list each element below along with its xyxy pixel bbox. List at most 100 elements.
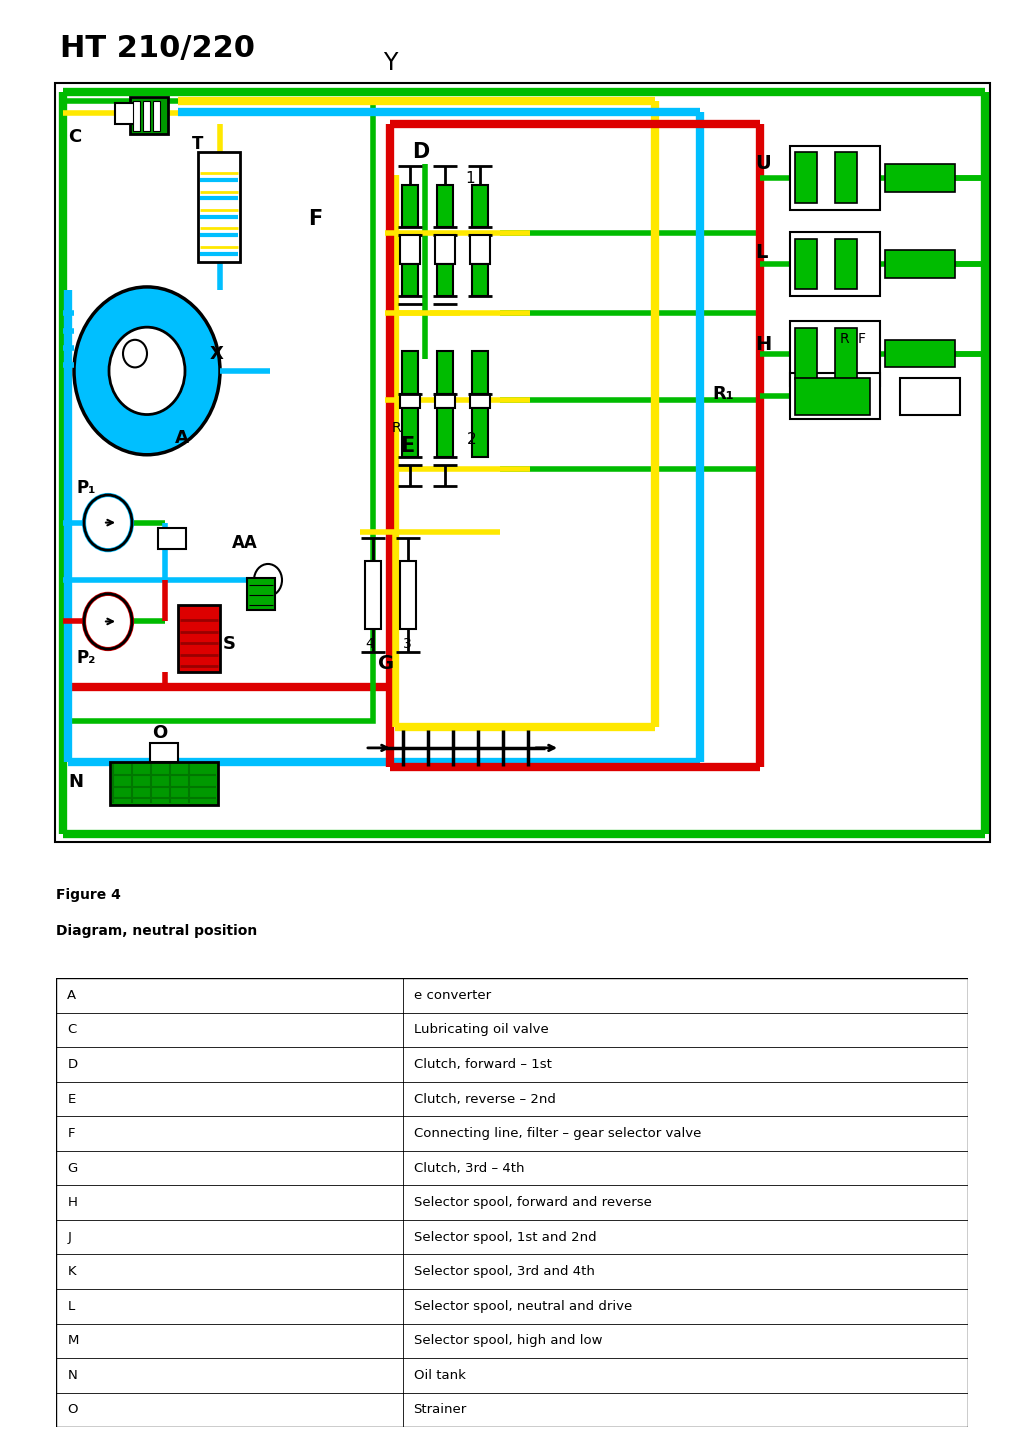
Bar xyxy=(795,378,870,414)
Bar xyxy=(885,164,955,191)
Text: F: F xyxy=(858,332,866,346)
Bar xyxy=(795,239,817,290)
Bar xyxy=(835,239,857,290)
Text: A: A xyxy=(68,988,77,1001)
Bar xyxy=(790,374,880,419)
Bar xyxy=(402,184,418,227)
Text: H: H xyxy=(755,335,771,354)
Text: S: S xyxy=(223,636,236,653)
Text: U: U xyxy=(755,155,771,174)
Text: M: M xyxy=(68,1335,79,1348)
Bar xyxy=(885,251,955,278)
Text: Diagram, neutral position: Diagram, neutral position xyxy=(56,924,258,938)
Bar xyxy=(472,184,488,227)
Text: L: L xyxy=(755,243,767,262)
Bar xyxy=(795,152,817,203)
Bar xyxy=(470,394,490,407)
Bar xyxy=(158,529,186,549)
Bar xyxy=(470,235,490,264)
Text: N: N xyxy=(68,1369,77,1382)
Text: Selector spool, 3rd and 4th: Selector spool, 3rd and 4th xyxy=(414,1265,595,1278)
Text: R: R xyxy=(392,422,401,435)
Text: Clutch, 3rd – 4th: Clutch, 3rd – 4th xyxy=(414,1162,524,1175)
Text: O: O xyxy=(68,1404,78,1417)
Bar xyxy=(133,100,140,130)
Bar xyxy=(472,351,488,394)
Text: X: X xyxy=(210,345,224,362)
Bar xyxy=(402,264,418,296)
Bar xyxy=(437,407,453,456)
Text: 3: 3 xyxy=(403,638,412,652)
Circle shape xyxy=(84,496,132,551)
Text: A: A xyxy=(175,429,188,446)
Bar xyxy=(198,152,240,262)
Text: K: K xyxy=(68,1265,76,1278)
Bar xyxy=(153,100,160,130)
Bar xyxy=(790,322,880,385)
Bar xyxy=(63,101,373,722)
Bar xyxy=(472,264,488,296)
Bar xyxy=(835,152,857,203)
Text: G: G xyxy=(68,1162,78,1175)
Bar xyxy=(795,329,817,378)
Circle shape xyxy=(254,564,282,596)
Bar xyxy=(110,762,218,806)
Text: Y: Y xyxy=(383,51,397,75)
Circle shape xyxy=(84,594,132,649)
Text: N: N xyxy=(68,774,83,791)
Text: R₁: R₁ xyxy=(712,385,733,403)
Bar xyxy=(402,351,418,394)
Text: R: R xyxy=(840,332,850,346)
Bar xyxy=(472,407,488,456)
Bar xyxy=(835,329,857,378)
Text: Selector spool, 1st and 2nd: Selector spool, 1st and 2nd xyxy=(414,1230,596,1243)
Text: 2: 2 xyxy=(467,432,476,448)
Text: Selector spool, neutral and drive: Selector spool, neutral and drive xyxy=(414,1300,632,1313)
Bar xyxy=(435,394,455,407)
Text: L: L xyxy=(68,1300,75,1313)
Text: Lubricating oil valve: Lubricating oil valve xyxy=(414,1023,548,1036)
Text: 1: 1 xyxy=(465,171,475,187)
Text: Selector spool, high and low: Selector spool, high and low xyxy=(414,1335,602,1348)
Bar xyxy=(437,264,453,296)
Bar xyxy=(402,407,418,456)
Text: Connecting line, filter – gear selector valve: Connecting line, filter – gear selector … xyxy=(414,1127,701,1140)
Bar xyxy=(150,743,178,762)
Text: Strainer: Strainer xyxy=(414,1404,467,1417)
Text: F: F xyxy=(68,1127,75,1140)
Text: 4: 4 xyxy=(365,638,374,652)
Text: Clutch, reverse – 2nd: Clutch, reverse – 2nd xyxy=(414,1093,555,1106)
Text: HT 210/220: HT 210/220 xyxy=(60,35,255,64)
Text: O: O xyxy=(152,724,167,742)
Bar xyxy=(247,578,275,610)
Text: D: D xyxy=(68,1058,78,1071)
Bar xyxy=(400,235,420,264)
Text: E: E xyxy=(400,436,415,455)
Bar xyxy=(400,561,416,629)
Text: C: C xyxy=(68,1023,77,1036)
Text: Figure 4: Figure 4 xyxy=(56,887,121,901)
Text: F: F xyxy=(308,209,323,229)
Bar xyxy=(365,561,381,629)
Bar xyxy=(400,394,420,407)
Text: E: E xyxy=(68,1093,76,1106)
Text: G: G xyxy=(378,655,394,674)
Text: D: D xyxy=(412,142,429,162)
Text: e converter: e converter xyxy=(414,988,490,1001)
Circle shape xyxy=(123,341,147,368)
Bar xyxy=(435,235,455,264)
Circle shape xyxy=(109,327,185,414)
Bar xyxy=(437,351,453,394)
Bar xyxy=(178,606,220,672)
Text: Clutch, forward – 1st: Clutch, forward – 1st xyxy=(414,1058,552,1071)
Bar xyxy=(790,232,880,296)
Text: C: C xyxy=(68,129,81,146)
Bar xyxy=(900,378,961,414)
Text: H: H xyxy=(68,1197,77,1208)
Text: Oil tank: Oil tank xyxy=(414,1369,466,1382)
Bar xyxy=(790,145,880,210)
Bar xyxy=(885,341,955,368)
Text: P₁: P₁ xyxy=(76,480,95,497)
Bar xyxy=(437,184,453,227)
Text: Selector spool, forward and reverse: Selector spool, forward and reverse xyxy=(414,1197,651,1208)
